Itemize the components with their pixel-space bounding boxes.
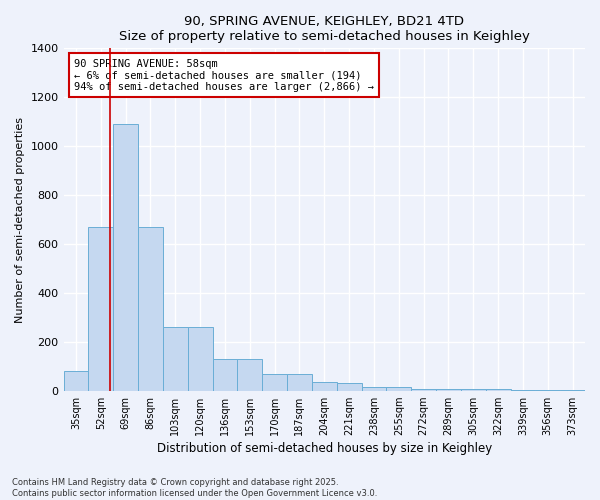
Bar [386, 387, 411, 390]
Bar [461, 388, 485, 390]
Bar [113, 124, 138, 390]
Bar [88, 227, 113, 390]
Bar [411, 388, 436, 390]
Bar [188, 327, 212, 390]
Bar [212, 359, 238, 390]
Text: 90 SPRING AVENUE: 58sqm
← 6% of semi-detached houses are smaller (194)
94% of se: 90 SPRING AVENUE: 58sqm ← 6% of semi-det… [74, 58, 374, 92]
Bar [138, 227, 163, 390]
Y-axis label: Number of semi-detached properties: Number of semi-detached properties [15, 116, 25, 322]
Bar [312, 382, 337, 390]
Bar [238, 359, 262, 390]
Bar [163, 327, 188, 390]
Bar [362, 387, 386, 390]
X-axis label: Distribution of semi-detached houses by size in Keighley: Distribution of semi-detached houses by … [157, 442, 492, 455]
Bar [262, 374, 287, 390]
Bar [287, 374, 312, 390]
Title: 90, SPRING AVENUE, KEIGHLEY, BD21 4TD
Size of property relative to semi-detached: 90, SPRING AVENUE, KEIGHLEY, BD21 4TD Si… [119, 15, 530, 43]
Bar [337, 384, 362, 390]
Text: Contains HM Land Registry data © Crown copyright and database right 2025.
Contai: Contains HM Land Registry data © Crown c… [12, 478, 377, 498]
Bar [64, 371, 88, 390]
